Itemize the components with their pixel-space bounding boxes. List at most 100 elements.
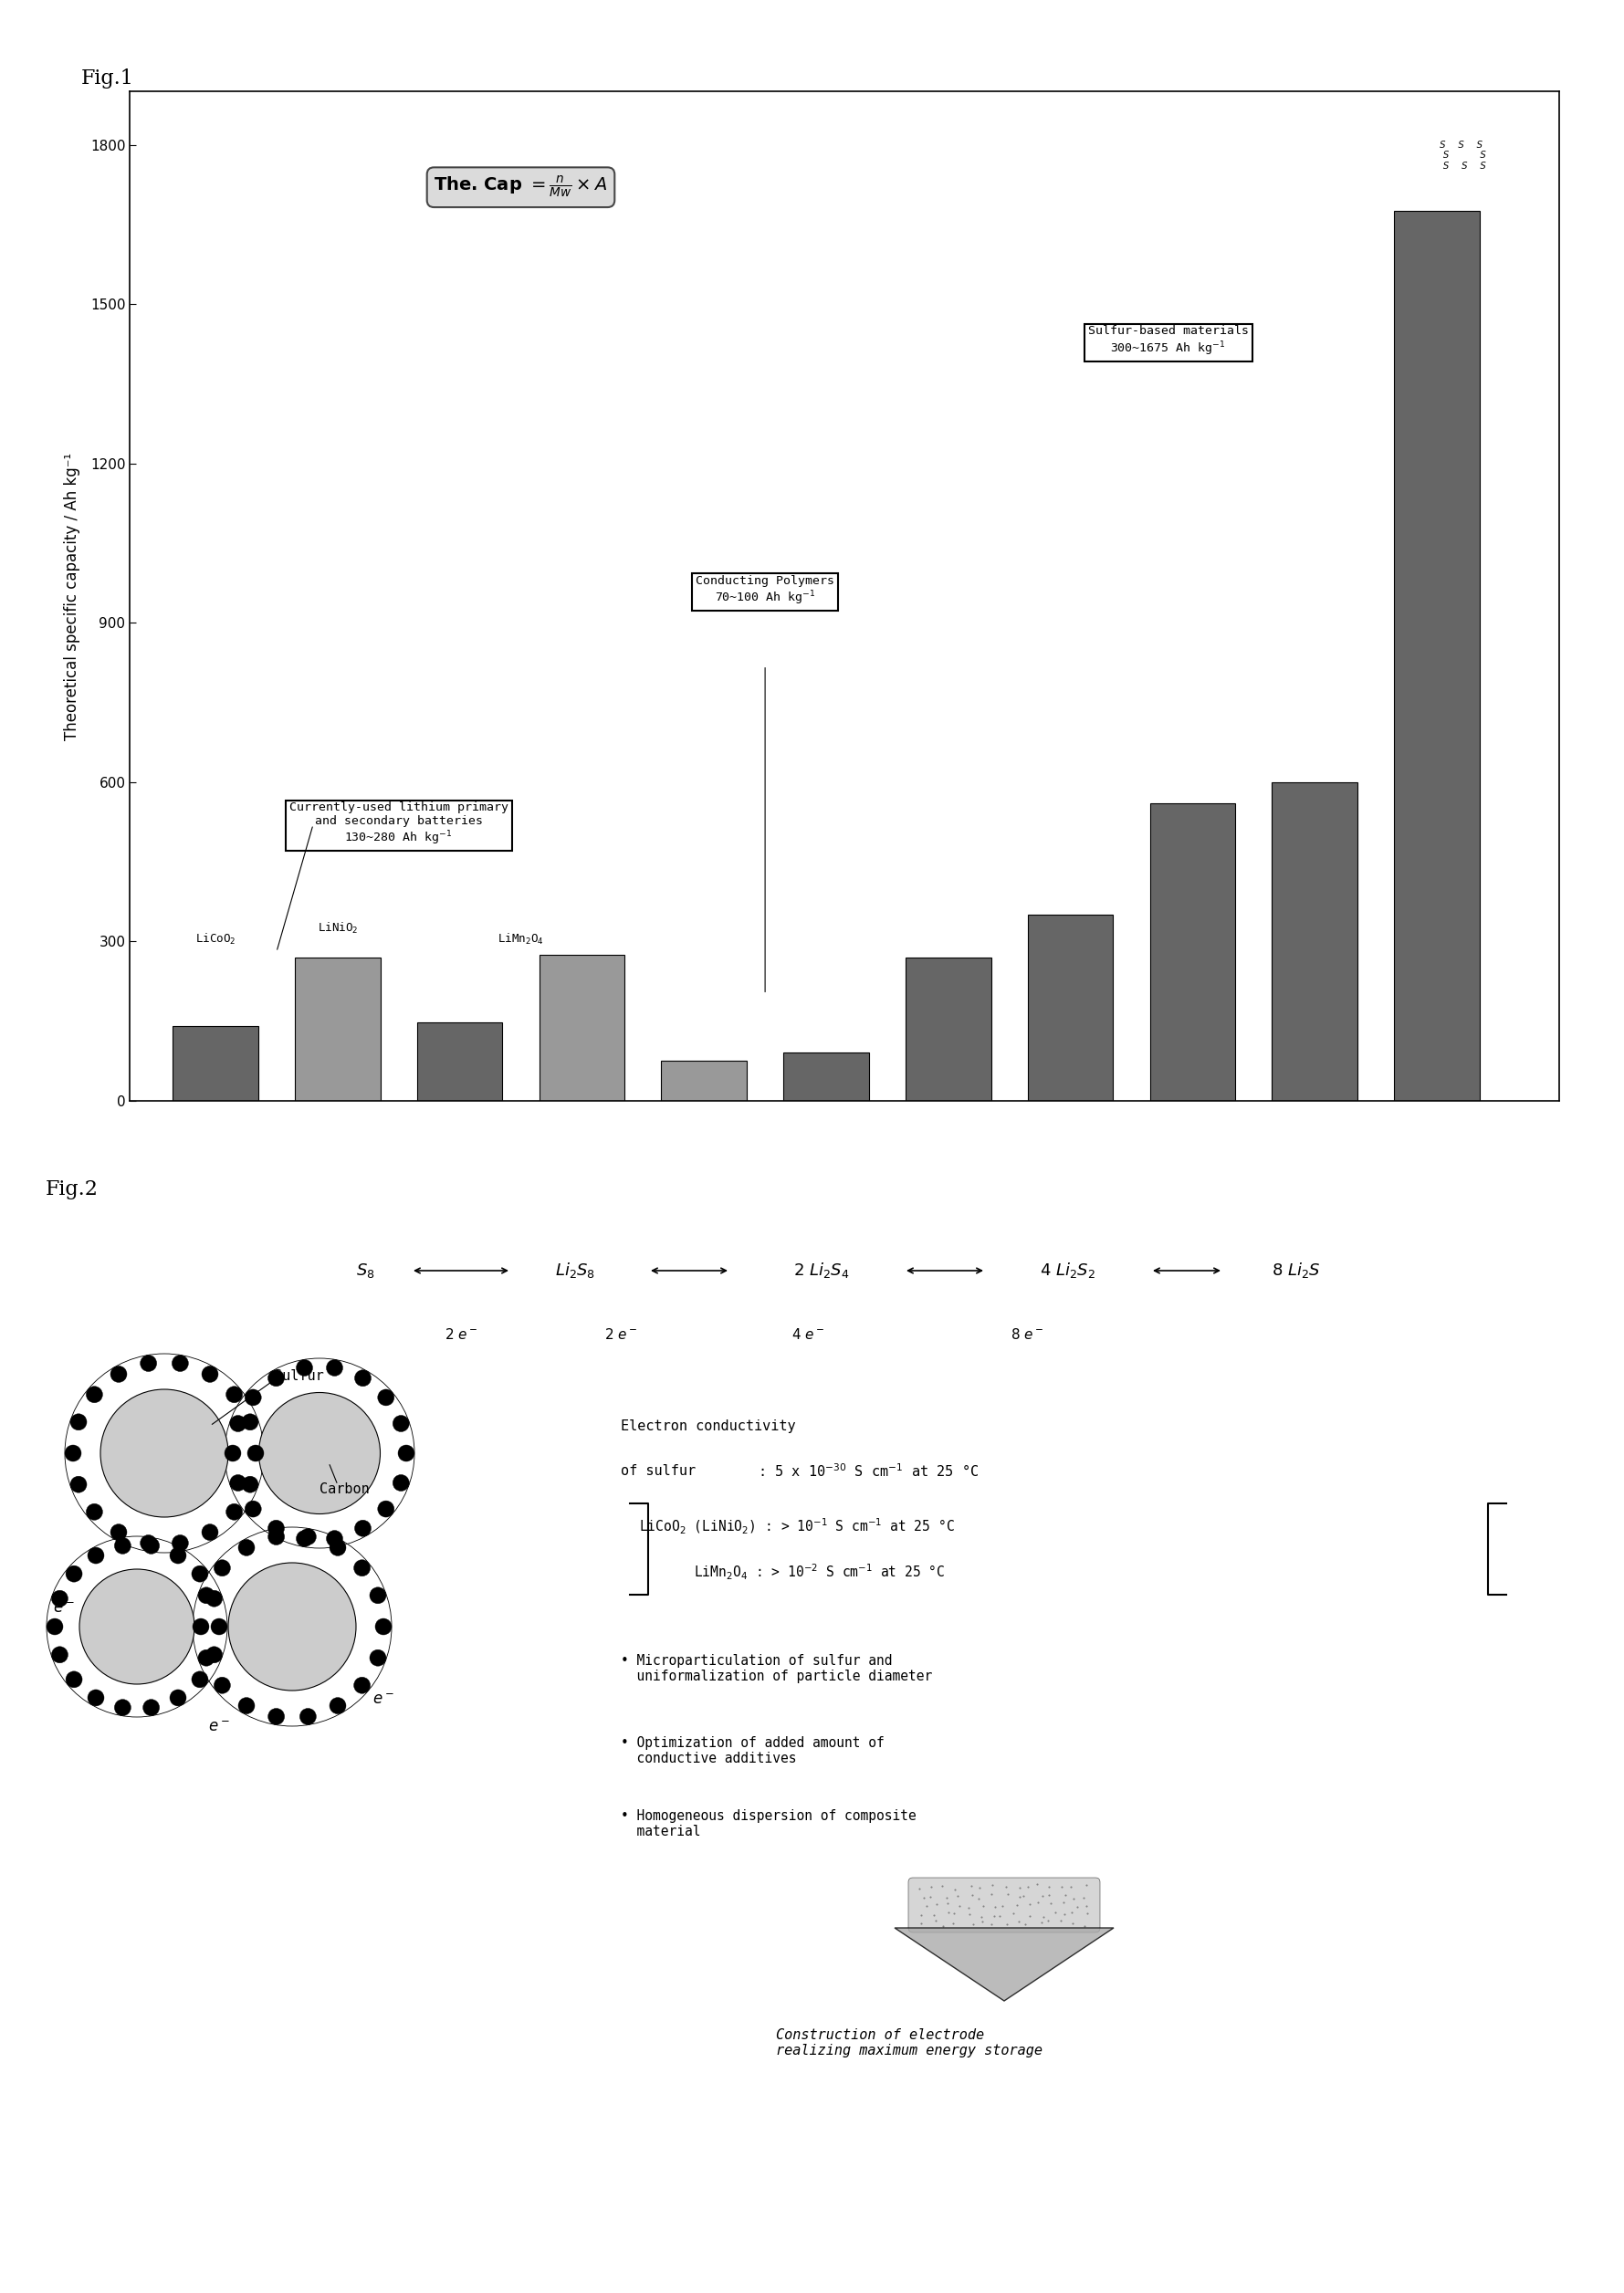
Bar — [906, 956, 991, 1101]
Circle shape — [206, 1591, 222, 1607]
Circle shape — [224, 1445, 240, 1461]
Circle shape — [326, 1360, 343, 1376]
Text: $e^-$: $e^-$ — [54, 1601, 75, 1617]
Circle shape — [110, 1367, 127, 1383]
Circle shape — [226, 1504, 242, 1520]
Text: Currently-used lithium primary
and secondary batteries
130~280 Ah kg$^{-1}$: Currently-used lithium primary and secon… — [289, 803, 508, 848]
Bar — [417, 1023, 502, 1101]
Circle shape — [242, 1415, 258, 1431]
Circle shape — [65, 1445, 81, 1461]
Polygon shape — [895, 1928, 1114, 2002]
Circle shape — [67, 1566, 83, 1582]
Circle shape — [268, 1520, 284, 1536]
Circle shape — [330, 1697, 346, 1713]
Circle shape — [110, 1525, 127, 1541]
Circle shape — [330, 1539, 346, 1557]
Circle shape — [171, 1690, 187, 1706]
Text: $2\ Li_2S_4$: $2\ Li_2S_4$ — [794, 1261, 849, 1279]
Text: The. Cap $= \frac{n}{Mw} \times A$: The. Cap $= \frac{n}{Mw} \times A$ — [434, 174, 607, 199]
Circle shape — [67, 1672, 83, 1688]
Circle shape — [86, 1504, 102, 1520]
Circle shape — [192, 1566, 208, 1582]
Text: $e^-$: $e^-$ — [208, 1720, 231, 1736]
Circle shape — [172, 1355, 188, 1371]
Circle shape — [398, 1445, 414, 1461]
Circle shape — [70, 1477, 86, 1493]
Circle shape — [214, 1559, 231, 1575]
Text: Carbon: Carbon — [320, 1484, 370, 1497]
Circle shape — [296, 1360, 313, 1376]
Circle shape — [211, 1619, 227, 1635]
Circle shape — [258, 1392, 380, 1513]
Circle shape — [140, 1534, 156, 1552]
Bar — [1393, 211, 1479, 1101]
Bar — [172, 1027, 258, 1101]
Text: • Microparticulation of sulfur and
  uniformalization of particle diameter: • Microparticulation of sulfur and unifo… — [620, 1653, 932, 1683]
Circle shape — [101, 1390, 229, 1518]
Text: $S_8$: $S_8$ — [356, 1261, 375, 1279]
Circle shape — [201, 1525, 218, 1541]
Circle shape — [245, 1390, 261, 1406]
Circle shape — [239, 1697, 255, 1713]
Text: $4\ e^-$: $4\ e^-$ — [791, 1328, 825, 1341]
Circle shape — [268, 1708, 284, 1724]
Circle shape — [88, 1548, 104, 1564]
Circle shape — [231, 1474, 247, 1490]
Text: $8\ e^-$: $8\ e^-$ — [1010, 1328, 1044, 1341]
Circle shape — [214, 1676, 231, 1695]
Text: Construction of electrode
realizing maximum energy storage: Construction of electrode realizing maxi… — [776, 2029, 1043, 2057]
Circle shape — [201, 1367, 218, 1383]
Circle shape — [231, 1415, 247, 1431]
Circle shape — [268, 1529, 284, 1545]
Circle shape — [326, 1529, 343, 1548]
Circle shape — [239, 1539, 255, 1557]
Circle shape — [143, 1539, 159, 1555]
Bar — [661, 1062, 747, 1101]
Text: LiCoO$_2$ (LiNiO$_2$) : > 10$^{-1}$ S cm$^{-1}$ at 25 °C: LiCoO$_2$ (LiNiO$_2$) : > 10$^{-1}$ S cm… — [638, 1516, 955, 1536]
Circle shape — [245, 1500, 261, 1518]
Circle shape — [370, 1587, 387, 1603]
Circle shape — [354, 1369, 370, 1387]
Circle shape — [378, 1390, 395, 1406]
Circle shape — [172, 1534, 188, 1552]
Circle shape — [354, 1676, 370, 1695]
Circle shape — [300, 1708, 317, 1724]
Circle shape — [378, 1500, 395, 1518]
Text: $e^-$: $e^-$ — [372, 1692, 395, 1708]
Bar — [783, 1052, 869, 1101]
Circle shape — [393, 1474, 409, 1490]
Text: Fig.1: Fig.1 — [81, 69, 135, 89]
Text: • Homogeneous dispersion of composite
  material: • Homogeneous dispersion of composite ma… — [620, 1809, 916, 1839]
Text: Conducting Polymers
70~100 Ah kg$^{-1}$: Conducting Polymers 70~100 Ah kg$^{-1}$ — [695, 576, 835, 608]
Circle shape — [354, 1559, 370, 1575]
Text: S  S  S
 S     S
 S  S  S: S S S S S S S S — [1437, 140, 1486, 170]
Text: Sulfur-based materials
300~1675 Ah kg$^{-1}$: Sulfur-based materials 300~1675 Ah kg$^{… — [1088, 326, 1249, 358]
Text: • Optimization of added amount of
  conductive additives: • Optimization of added amount of conduc… — [620, 1736, 885, 1766]
Text: : 5 x 10$^{-30}$ S cm$^{-1}$ at 25 °C: : 5 x 10$^{-30}$ S cm$^{-1}$ at 25 °C — [758, 1463, 979, 1479]
Circle shape — [143, 1699, 159, 1715]
Circle shape — [80, 1568, 195, 1683]
Circle shape — [198, 1587, 214, 1603]
Bar — [1272, 782, 1358, 1101]
Circle shape — [47, 1619, 63, 1635]
Circle shape — [226, 1387, 242, 1403]
Text: LiCoO$_2$: LiCoO$_2$ — [195, 931, 235, 947]
Text: LiMn$_2$O$_4$: LiMn$_2$O$_4$ — [497, 931, 544, 947]
Circle shape — [242, 1477, 258, 1493]
Circle shape — [88, 1690, 104, 1706]
Circle shape — [296, 1529, 313, 1548]
Bar — [539, 956, 625, 1101]
Circle shape — [114, 1539, 132, 1555]
Y-axis label: Theoretical specific capacity / Ah kg⁻¹: Theoretical specific capacity / Ah kg⁻¹ — [63, 452, 80, 741]
Text: Fig.2: Fig.2 — [45, 1179, 99, 1199]
Circle shape — [375, 1619, 391, 1635]
Text: LiNiO$_2$: LiNiO$_2$ — [317, 922, 357, 936]
Text: LiMn$_2$O$_4$ : > 10$^{-2}$ S cm$^{-1}$ at 25 °C: LiMn$_2$O$_4$ : > 10$^{-2}$ S cm$^{-1}$ … — [693, 1562, 945, 1582]
Circle shape — [393, 1415, 409, 1431]
Circle shape — [52, 1591, 68, 1607]
Circle shape — [140, 1355, 156, 1371]
Circle shape — [198, 1649, 214, 1667]
Circle shape — [354, 1520, 370, 1536]
Text: $2\ e^-$: $2\ e^-$ — [445, 1328, 477, 1341]
Circle shape — [300, 1529, 317, 1545]
